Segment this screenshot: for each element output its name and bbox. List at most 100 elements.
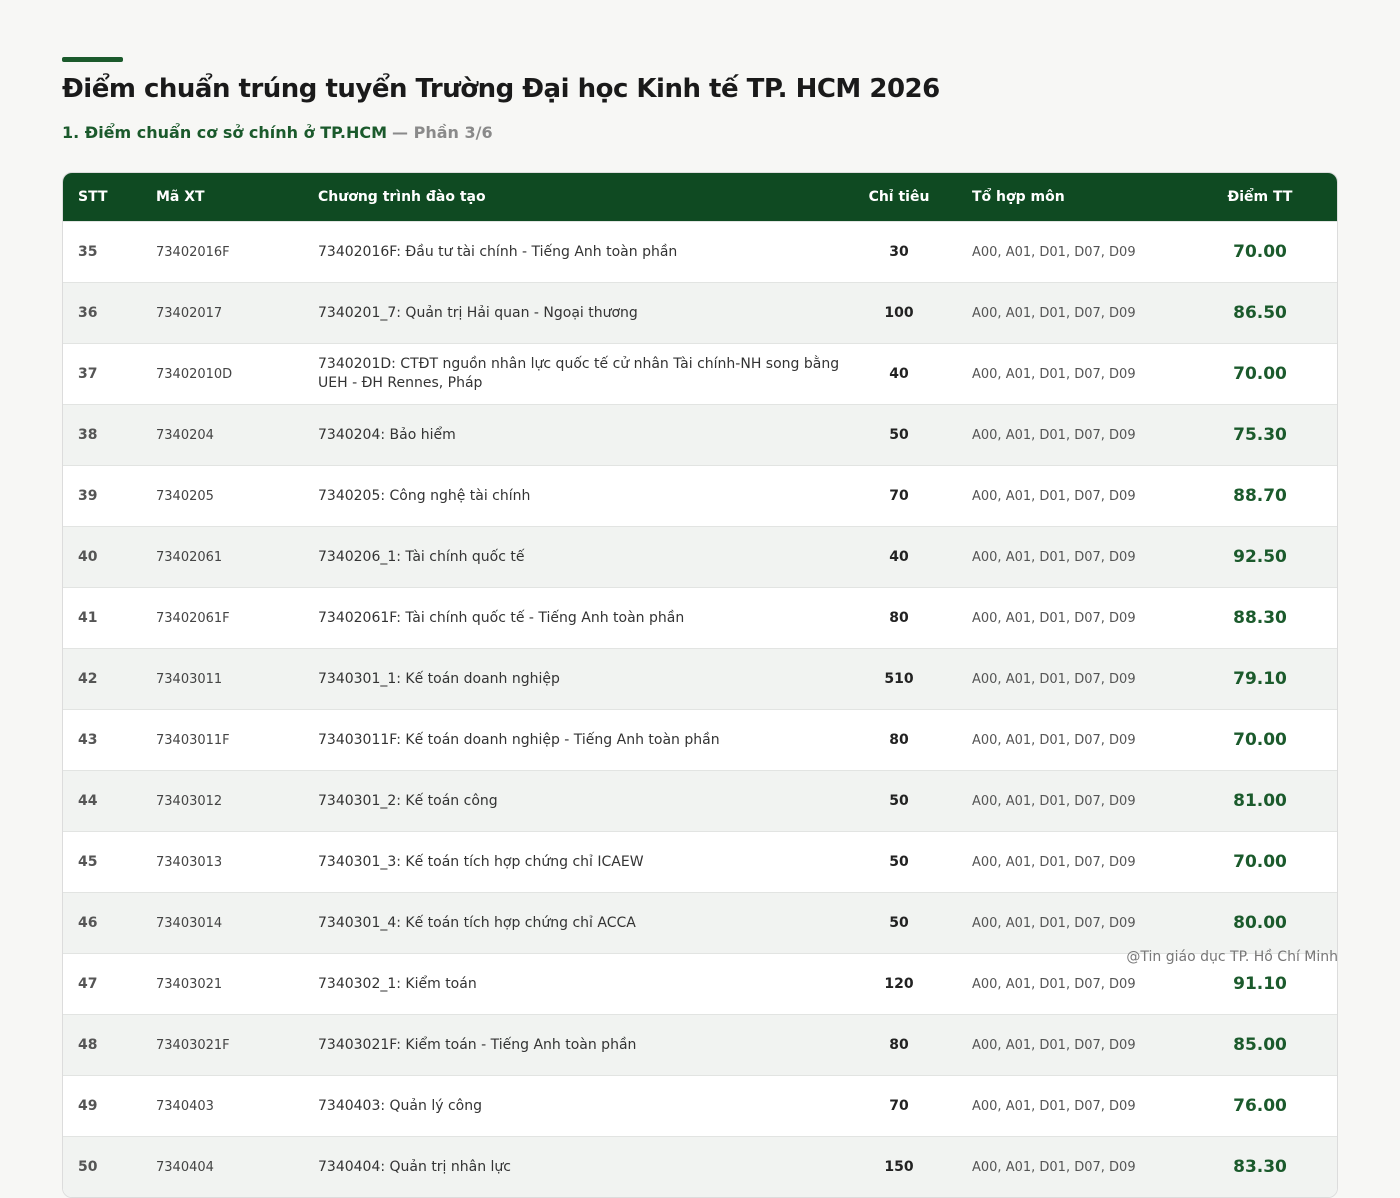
combination-cell: A00, A01, D01, D07, D09	[957, 404, 1181, 466]
program-cell: 7340403: Quản lý công	[303, 1075, 841, 1137]
score-table: STT Mã XT Chương trình đào tạo Chỉ tiêu Tổ h…	[63, 173, 1337, 1197]
program-cell: 73402016F: Đầu tư tài chính - Tiếng Anh …	[303, 221, 841, 283]
stt-cell: 50	[63, 1136, 141, 1197]
column-header: Tổ hợp môn	[957, 173, 1181, 222]
table-row: 40 73402061 7340206_1: Tài chính quốc tế 40…	[63, 526, 1337, 588]
column-header: STT	[63, 173, 141, 222]
combination-cell: A00, A01, D01, D07, D09	[957, 343, 1181, 405]
stt-cell: 41	[63, 587, 141, 649]
program-cell: 7340201_7: Quản trị Hải quan - Ngoại thư…	[303, 282, 841, 344]
score-cell: 88.30	[1181, 587, 1337, 649]
page: {"header":{"title":"Điểm chuẩn trúng tuy…	[62, 57, 1338, 1198]
combination-cell: A00, A01, D01, D07, D09	[957, 1136, 1181, 1197]
column-header: Điểm TT	[1181, 173, 1337, 222]
table-row: 38 7340204 7340204: Bảo hiểm 50 A00, A01, D0…	[63, 404, 1337, 466]
table-row: 35 73402016F 73402016F: Đầu tư tài chính -…	[63, 221, 1337, 283]
program-cell: 7340302_1: Kiểm toán	[303, 953, 841, 1015]
code-cell: 73402010D	[141, 343, 303, 405]
code-cell: 73403011F	[141, 709, 303, 771]
code-cell: 7340404	[141, 1136, 303, 1197]
combination-cell: A00, A01, D01, D07, D09	[957, 526, 1181, 588]
code-cell: 73402016F	[141, 221, 303, 283]
table-row: 47 73403021 7340302_1: Kiểm toán 120 A00, A0…	[63, 953, 1337, 1015]
table-row: 45 73403013 7340301_3: Kế toán tích hợp ch…	[63, 831, 1337, 893]
program-cell: 7340301_1: Kế toán doanh nghiệp	[303, 648, 841, 710]
table-row: 50 7340404 7340404: Quản trị nhân lực 150 A0…	[63, 1136, 1337, 1197]
code-cell: 73403021F	[141, 1014, 303, 1076]
column-header: Chỉ tiêu	[841, 173, 957, 222]
score-cell: 88.70	[1181, 465, 1337, 527]
table-row: 48 73403021F 73403021F: Kiểm toán - Tiếng …	[63, 1014, 1337, 1076]
program-cell: 73402061F: Tài chính quốc tế - Tiếng Anh…	[303, 587, 841, 649]
code-cell: 73402061	[141, 526, 303, 588]
code-cell: 7340205	[141, 465, 303, 527]
quota-cell: 510	[841, 648, 957, 710]
section-label: 1. Điểm chuẩn cơ sở chính ở TP.HCM	[62, 123, 388, 142]
score-cell: 79.10	[1181, 648, 1337, 710]
combination-cell: A00, A01, D01, D07, D09	[957, 465, 1181, 527]
stt-cell: 47	[63, 953, 141, 1015]
program-cell: 7340404: Quản trị nhân lực	[303, 1136, 841, 1197]
program-cell: 73403021F: Kiểm toán - Tiếng Anh toàn ph…	[303, 1014, 841, 1076]
quota-cell: 50	[841, 831, 957, 893]
score-cell: 83.30	[1181, 1136, 1337, 1197]
table-row: 49 7340403 7340403: Quản lý công 70 A00, A01…	[63, 1075, 1337, 1137]
quota-cell: 40	[841, 526, 957, 588]
stt-cell: 38	[63, 404, 141, 466]
program-cell: 7340301_2: Kế toán công	[303, 770, 841, 832]
program-cell: 7340301_3: Kế toán tích hợp chứng chỉ IC…	[303, 831, 841, 893]
program-cell: 7340201D: CTĐT nguồn nhân lực quốc tế cử…	[303, 343, 841, 405]
code-cell: 73403012	[141, 770, 303, 832]
code-cell: 73402061F	[141, 587, 303, 649]
subtitle: 1. Điểm chuẩn cơ sở chính ở TP.HCM — Phần…	[62, 123, 493, 142]
score-cell: 80.00	[1181, 892, 1337, 954]
column-header: Mã XT	[141, 173, 303, 222]
score-cell: 75.30	[1181, 404, 1337, 466]
code-cell: 7340403	[141, 1075, 303, 1137]
stt-cell: 46	[63, 892, 141, 954]
program-cell: 73403011F: Kế toán doanh nghiệp - Tiếng …	[303, 709, 841, 771]
score-cell: 70.00	[1181, 343, 1337, 405]
score-cell: 70.00	[1181, 709, 1337, 771]
score-cell: 92.50	[1181, 526, 1337, 588]
score-cell: 86.50	[1181, 282, 1337, 344]
combination-cell: A00, A01, D01, D07, D09	[957, 953, 1181, 1015]
quota-cell: 50	[841, 892, 957, 954]
program-cell: 7340204: Bảo hiểm	[303, 404, 841, 466]
combination-cell: A00, A01, D01, D07, D09	[957, 831, 1181, 893]
combination-cell: A00, A01, D01, D07, D09	[957, 648, 1181, 710]
score-cell: 76.00	[1181, 1075, 1337, 1137]
quota-cell: 150	[841, 1136, 957, 1197]
code-cell: 73403011	[141, 648, 303, 710]
quota-cell: 80	[841, 1014, 957, 1076]
table-row: 42 73403011 7340301_1: Kế toán doanh nghiệ…	[63, 648, 1337, 710]
quota-cell: 100	[841, 282, 957, 344]
table-card: STT Mã XT Chương trình đào tạo Chỉ tiêu Tổ h…	[62, 172, 1338, 1198]
table-row: 44 73403012 7340301_2: Kế toán công 50 A00, …	[63, 770, 1337, 832]
code-cell: 7340204	[141, 404, 303, 466]
quota-cell: 70	[841, 1075, 957, 1137]
accent-bar	[62, 57, 123, 62]
table-row: 43 73403011F 73403011F: Kế toán doanh nghi…	[63, 709, 1337, 771]
stt-cell: 45	[63, 831, 141, 893]
combination-cell: A00, A01, D01, D07, D09	[957, 770, 1181, 832]
table-row: 46 73403014 7340301_4: Kế toán tích hợp ch…	[63, 892, 1337, 954]
stt-cell: 49	[63, 1075, 141, 1137]
program-cell: 7340301_4: Kế toán tích hợp chứng chỉ AC…	[303, 892, 841, 954]
credit: @Tin giáo dục TP. Hồ Chí Minh	[1126, 949, 1338, 965]
table-row: 41 73402061F 73402061F: Tài chính quốc tế …	[63, 587, 1337, 649]
stt-cell: 36	[63, 282, 141, 344]
score-cell: 70.00	[1181, 831, 1337, 893]
stt-cell: 43	[63, 709, 141, 771]
score-cell: 91.10	[1181, 953, 1337, 1015]
combination-cell: A00, A01, D01, D07, D09	[957, 709, 1181, 771]
combination-cell: A00, A01, D01, D07, D09	[957, 892, 1181, 954]
quota-cell: 40	[841, 343, 957, 405]
stt-cell: 48	[63, 1014, 141, 1076]
code-cell: 73403014	[141, 892, 303, 954]
stt-cell: 35	[63, 221, 141, 283]
stt-cell: 39	[63, 465, 141, 527]
table-row: 37 73402010D 7340201D: CTĐT nguồn nhân lực…	[63, 343, 1337, 405]
combination-cell: A00, A01, D01, D07, D09	[957, 1075, 1181, 1137]
combination-cell: A00, A01, D01, D07, D09	[957, 221, 1181, 283]
